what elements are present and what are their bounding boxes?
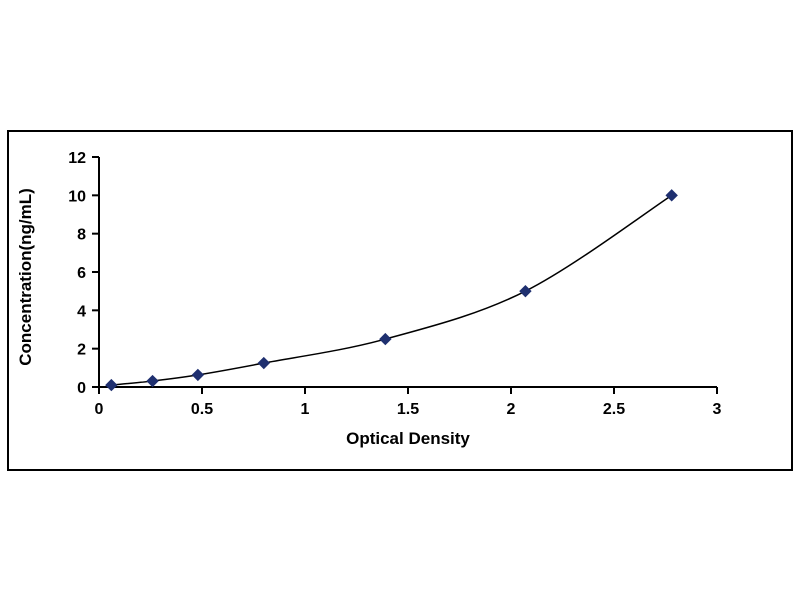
data-point-marker — [519, 284, 532, 298]
standard-curve-chart: 0 0.5 1 1.5 2 2.5 3 0 2 4 6 8 10 12 Optical Density C… — [16, 150, 722, 448]
data-point-marker — [665, 189, 678, 202]
x-tick-label: 0 — [95, 401, 104, 418]
x-tick-label: 3 — [713, 401, 722, 418]
x-tick-label: 1.5 — [397, 401, 419, 418]
y-tick-label: 12 — [68, 150, 86, 167]
plot-layer: 0 0.5 1 1.5 2 2.5 3 0 2 4 6 8 10 12 — [68, 150, 721, 418]
x-tick-label: 0.5 — [191, 401, 213, 418]
y-axis-title: Concentration(ng/mL) — [16, 188, 35, 366]
x-axis-title: Optical Density — [346, 429, 470, 448]
data-point-marker — [379, 332, 392, 346]
y-tick-label: 10 — [68, 188, 86, 205]
data-point-marker — [105, 378, 118, 392]
y-tick-label: 8 — [77, 227, 86, 244]
data-point-marker — [191, 368, 205, 382]
axis-lines — [98, 157, 717, 388]
standard-curve-chart-frame: 0 0.5 1 1.5 2 2.5 3 0 2 4 6 8 10 12 Optical Density C… — [7, 130, 793, 471]
data-point-marker — [257, 356, 271, 370]
data-point-marker — [146, 374, 159, 388]
y-tick-label: 0 — [77, 380, 86, 397]
y-tick-label: 2 — [77, 342, 86, 359]
x-tick-label: 1 — [301, 401, 310, 418]
x-tick-label: 2.5 — [603, 401, 625, 418]
curve-line — [111, 194, 673, 386]
x-tick-label: 2 — [507, 401, 516, 418]
y-tick-label: 6 — [77, 265, 86, 282]
y-tick-label: 4 — [77, 303, 86, 320]
